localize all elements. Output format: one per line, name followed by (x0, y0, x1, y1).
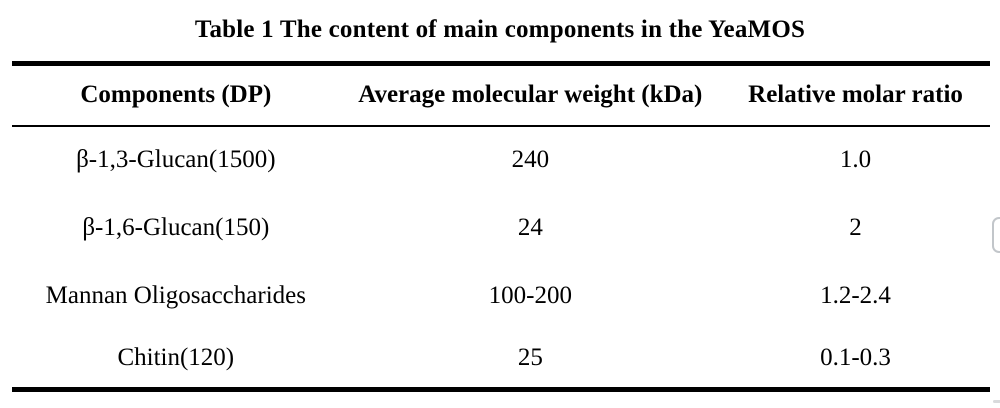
clipped-corner-artifact (993, 400, 1000, 403)
cell-molecular-weight: 24 (517, 213, 543, 241)
components-table: Components (DP) Average molecular weight… (12, 61, 990, 392)
clipped-rounded-rect-artifact (992, 217, 1000, 253)
cell-molar-ratio: 0.1-0.3 (820, 344, 891, 372)
cell-molar-ratio: 1.0 (839, 146, 872, 173)
col-header-avg-molecular-weight: Average molecular weight (kDa) (358, 81, 703, 109)
table-caption: Table 1 The content of main components i… (194, 16, 806, 43)
cell-molar-ratio: 2 (849, 213, 862, 241)
col-header-components: Components (DP) (80, 81, 272, 109)
cell-component: β-1,6-Glucan(150) (82, 213, 270, 241)
cell-molar-ratio: 1.2-2.4 (820, 281, 891, 309)
col-header-relative-molar-ratio: Relative molar ratio (748, 81, 963, 109)
table-row: β-1,6-Glucan(150) 24 2 (12, 194, 990, 262)
table-row: Chitin(120) 25 0.1-0.3 (12, 330, 990, 390)
table-row: Mannan Oligosaccharides 100-200 1.2-2.4 (12, 262, 990, 330)
cell-component: Chitin(120) (117, 344, 235, 372)
cell-molecular-weight: 25 (517, 344, 543, 372)
cell-molecular-weight: 240 (511, 146, 550, 173)
header-row: Components (DP) Average molecular weight… (12, 64, 990, 126)
cell-component: Mannan Oligosaccharides (45, 281, 306, 309)
table-row: β-1,3-Glucan(1500) 240 1.0 (12, 126, 990, 194)
cell-molecular-weight: 100-200 (488, 281, 572, 309)
cell-component: β-1,3-Glucan(1500) (76, 146, 276, 173)
